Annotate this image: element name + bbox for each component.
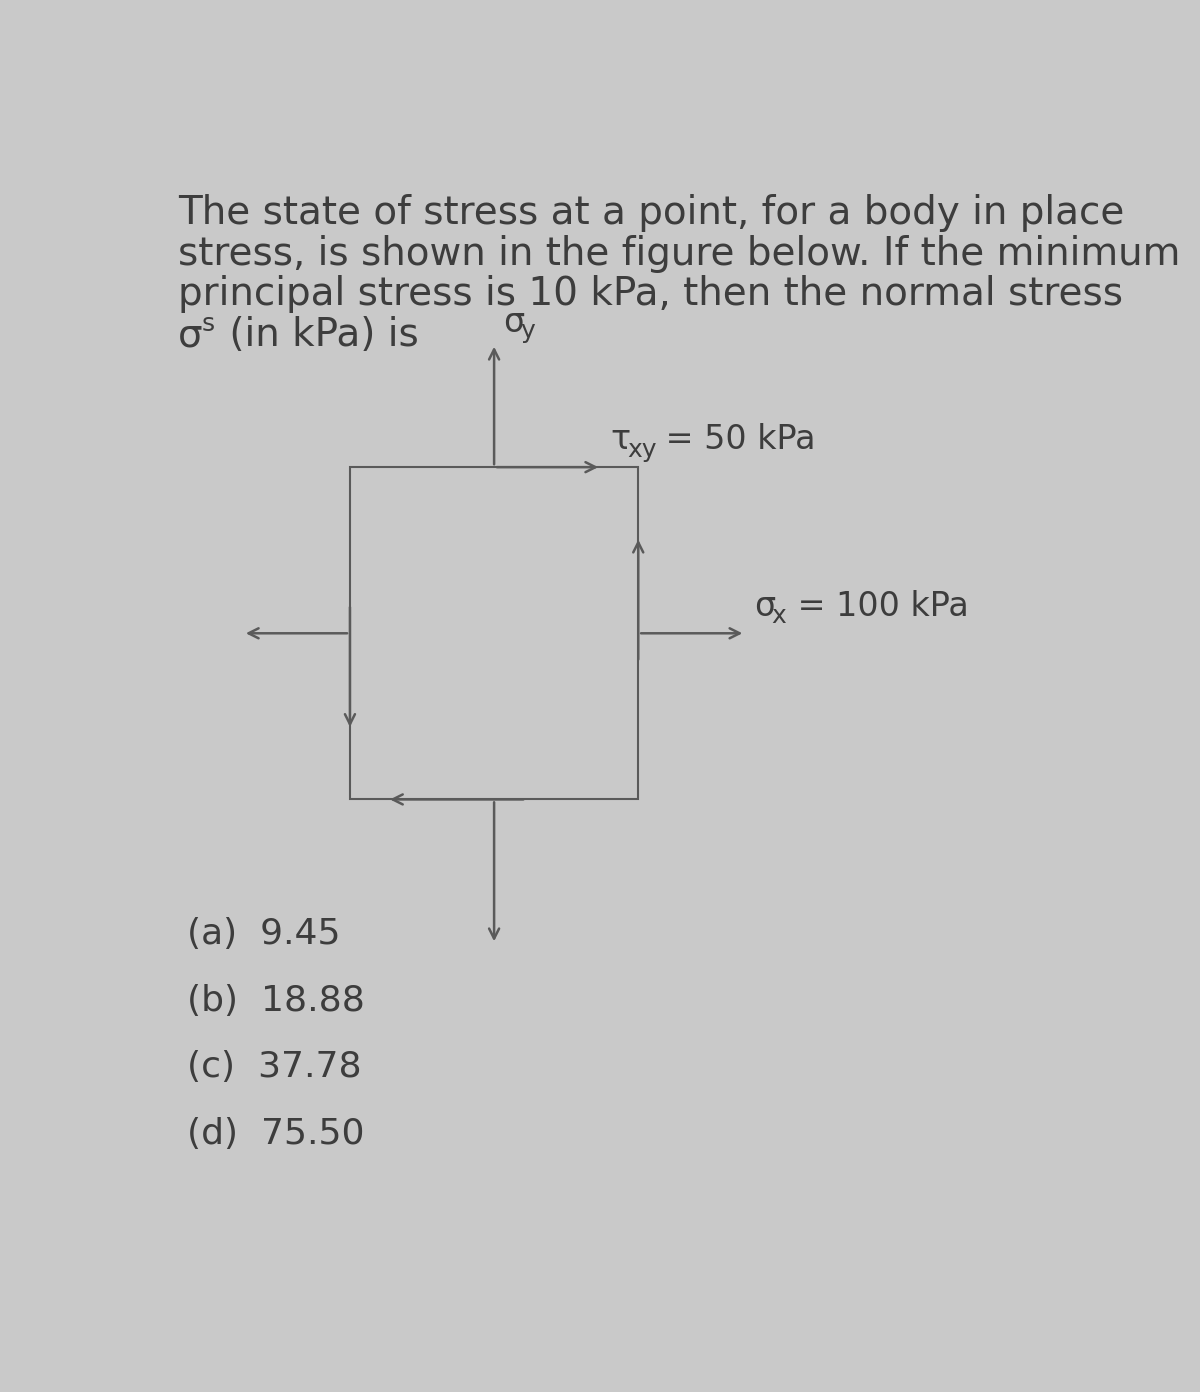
Text: = 50 kPa: = 50 kPa (655, 423, 816, 457)
Text: (b)  18.88: (b) 18.88 (187, 984, 365, 1018)
Text: (d)  75.50: (d) 75.50 (187, 1116, 365, 1151)
Text: (c)  37.78: (c) 37.78 (187, 1050, 362, 1084)
Text: σ: σ (178, 316, 203, 354)
Text: (in kPa) is: (in kPa) is (217, 316, 419, 354)
Text: σ: σ (504, 305, 524, 338)
Text: s: s (202, 312, 215, 335)
Text: τ: τ (611, 423, 630, 457)
Text: The state of stress at a point, for a body in place: The state of stress at a point, for a bo… (178, 193, 1124, 232)
Text: σ: σ (755, 590, 775, 622)
Text: xy: xy (628, 438, 656, 462)
Text: stress, is shown in the figure below. If the minimum: stress, is shown in the figure below. If… (178, 235, 1181, 273)
Bar (350, 468, 638, 799)
Text: (a)  9.45: (a) 9.45 (187, 917, 341, 951)
Text: principal stress is 10 kPa, then the normal stress: principal stress is 10 kPa, then the nor… (178, 276, 1123, 313)
Text: = 100 kPa: = 100 kPa (787, 590, 968, 622)
Text: x: x (772, 604, 786, 628)
Text: y: y (520, 319, 535, 342)
